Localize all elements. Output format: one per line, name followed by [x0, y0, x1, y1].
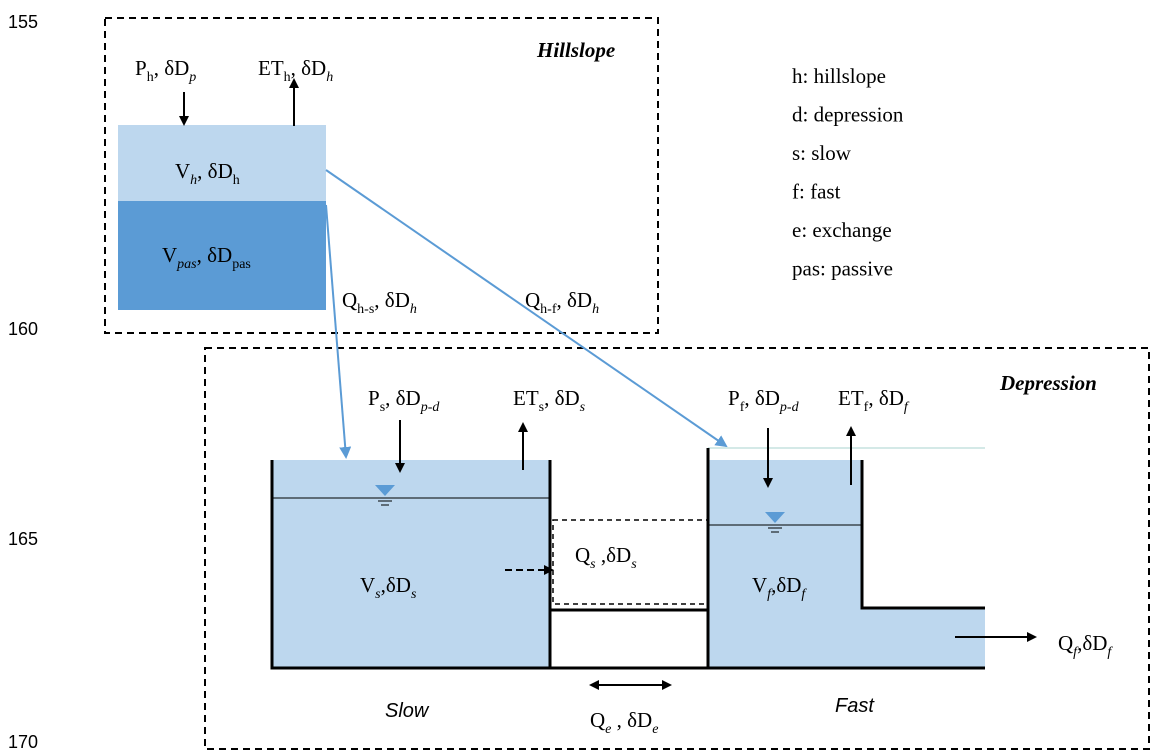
subscript: h — [592, 302, 599, 317]
subscript: h — [147, 70, 154, 85]
text-label: 155 — [8, 12, 38, 32]
label-part: ,δD — [1077, 631, 1107, 655]
text-label: 165 — [8, 529, 38, 549]
formula-label: Qh-s, δDh — [342, 288, 417, 317]
text-label: Fast — [835, 695, 875, 717]
label-part: Q — [342, 288, 357, 312]
label-part: V — [175, 159, 190, 183]
label-part: , δD — [197, 243, 233, 267]
formula-label: Pf, δDp-d — [728, 386, 800, 415]
formula-label: Vs,δDs — [360, 573, 417, 602]
subscript: h — [326, 70, 333, 85]
label-part: P — [135, 56, 147, 80]
legend-entry: e: exchange — [792, 218, 892, 242]
formula-label: Qf,δDf — [1058, 631, 1113, 660]
subscript: h-s — [357, 302, 374, 317]
subscript: s — [380, 400, 385, 415]
subscript: h — [190, 173, 197, 188]
subscript: s — [375, 587, 381, 602]
subscript: f — [801, 587, 807, 602]
text-label: 170 — [8, 732, 38, 752]
legend-entry: s: slow — [792, 141, 852, 165]
legend-entry: pas: passive — [792, 257, 893, 281]
formula-label: ETh, δDh — [258, 56, 333, 85]
text-label: Hillslope — [536, 38, 615, 62]
subscript: p-d — [779, 400, 800, 415]
subscript: h — [284, 70, 291, 85]
subscript: h — [410, 302, 417, 317]
formula-label: ETf, δDf — [838, 386, 910, 415]
label-part: , δD — [385, 386, 421, 410]
legend-entry: d: depression — [792, 103, 904, 127]
label-part: , δD — [197, 159, 233, 183]
formula-label: Qh-f, δDh — [525, 288, 599, 317]
subscript: f — [1073, 645, 1079, 660]
label-part: Q — [590, 708, 605, 732]
label-part: , δD — [611, 708, 652, 732]
subscript: s — [580, 400, 586, 415]
subscript: f — [740, 400, 745, 415]
formula-label: Qe , δDe — [590, 708, 658, 737]
diagram-shapes — [104, 17, 1150, 750]
label-part: Q — [525, 288, 540, 312]
formula-label: Ps, δDp-d — [368, 386, 440, 415]
subscript: s — [631, 557, 637, 572]
label-part: ET — [838, 386, 864, 410]
label-part: V — [752, 573, 767, 597]
subscript: f — [767, 587, 773, 602]
label-part: V — [162, 243, 177, 267]
label-part: , δD — [291, 56, 327, 80]
formula-label: Ph, δDp — [135, 56, 196, 85]
label-part: , δD — [868, 386, 904, 410]
label-part: ET — [513, 386, 539, 410]
legend-entry: h: hillslope — [792, 64, 886, 88]
text-label: Slow — [385, 700, 430, 722]
label-part: ,δD — [381, 573, 411, 597]
label-part: , δD — [154, 56, 190, 80]
subscript: s — [411, 587, 417, 602]
text-label: Depression — [999, 371, 1097, 395]
label-part: ET — [258, 56, 284, 80]
text-label: 160 — [8, 319, 38, 339]
label-part: , δD — [374, 288, 410, 312]
label-part: V — [360, 573, 375, 597]
label-part: , δD — [544, 386, 580, 410]
subscript: f — [1107, 645, 1113, 660]
formula-label: ETs, δDs — [513, 386, 586, 415]
formula-label: Vf,δDf — [752, 573, 807, 602]
label-part: P — [728, 386, 740, 410]
subscript: e — [605, 722, 611, 737]
subscript: e — [652, 722, 658, 737]
formula-label: Qs ,δDs — [575, 543, 637, 572]
legend-entry: f: fast — [792, 180, 841, 204]
subscript: p-d — [420, 400, 441, 415]
formula-label: Vh, δDh — [175, 159, 240, 188]
label-part: ,δD — [771, 573, 801, 597]
label-part: ,δD — [596, 543, 632, 567]
subscript: h-f — [540, 302, 557, 317]
subscript: s — [539, 400, 544, 415]
label-part: Q — [575, 543, 590, 567]
subscript: s — [590, 557, 596, 572]
formula-label: Vpas, δDpas — [162, 243, 251, 272]
subscript: f — [904, 400, 910, 415]
label-part: , δD — [557, 288, 593, 312]
label-part: , δD — [744, 386, 780, 410]
subscript: h — [233, 173, 240, 188]
subscript: f — [864, 400, 869, 415]
subscript: p — [188, 70, 196, 85]
subscript: pas — [232, 257, 251, 272]
label-part: Q — [1058, 631, 1073, 655]
label-part: P — [368, 386, 380, 410]
subscript: pas — [176, 257, 197, 272]
